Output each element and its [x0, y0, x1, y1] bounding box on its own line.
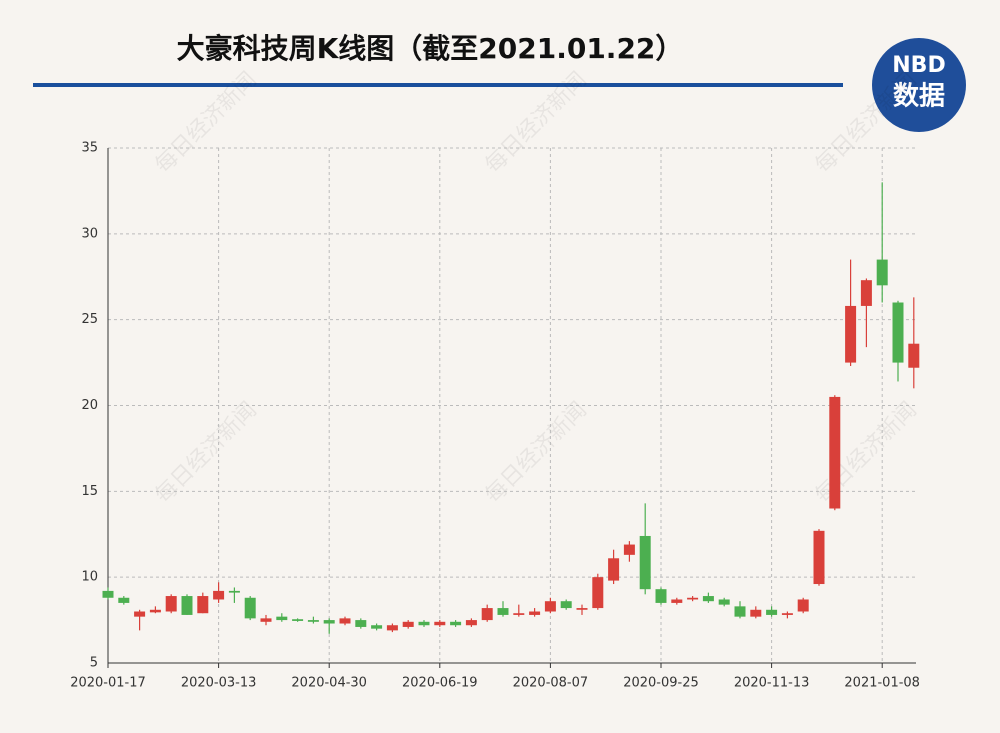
y-tick-label: 25	[81, 312, 98, 327]
candle-body	[639, 535, 651, 590]
y-tick-label: 30	[81, 226, 98, 241]
candle-body	[339, 618, 351, 624]
candle-body	[576, 608, 588, 610]
candle-body	[292, 619, 304, 621]
candle-body	[513, 613, 525, 615]
x-tick-label: 2020-06-19	[402, 676, 478, 691]
candle-body	[102, 590, 114, 598]
candle-body	[450, 621, 462, 626]
candle-body	[687, 597, 699, 600]
candle-body	[418, 621, 430, 626]
candle-body	[892, 302, 904, 363]
candle-body	[592, 577, 604, 609]
x-tick-label: 2020-03-13	[181, 676, 257, 691]
candle-body	[149, 609, 161, 613]
x-tick-label: 2020-01-17	[70, 676, 146, 691]
candle-body	[702, 596, 714, 602]
candle-body	[876, 259, 888, 286]
candle-body	[908, 343, 920, 368]
candle-body	[813, 530, 825, 585]
y-tick-label: 15	[81, 484, 98, 499]
candle-body	[434, 621, 446, 626]
y-tick-label: 20	[81, 398, 98, 413]
candle-body	[718, 599, 730, 605]
candle-body	[260, 618, 272, 622]
y-tick-label: 35	[81, 141, 98, 156]
y-tick-label: 10	[81, 570, 98, 585]
candle-body	[497, 608, 509, 615]
candle-body	[544, 601, 556, 612]
x-tick-label: 2020-09-25	[623, 676, 699, 691]
candle-body	[386, 625, 398, 631]
candle-body	[797, 599, 809, 612]
candle-body	[181, 596, 193, 615]
candle-body	[623, 544, 635, 555]
chart-title: 大豪科技周K线图（截至2021.01.22）	[177, 32, 684, 65]
logo-label: 数据	[893, 82, 945, 112]
candle-body	[244, 597, 256, 619]
candle-body	[750, 609, 762, 617]
candle-body	[323, 620, 335, 624]
candle-body	[228, 590, 240, 593]
candle-body	[481, 608, 493, 621]
candle-body	[197, 596, 209, 614]
candle-body	[671, 599, 683, 603]
candle-body	[766, 609, 778, 615]
candle-body	[655, 589, 667, 603]
candle-body	[608, 558, 620, 581]
candle-body	[734, 606, 746, 617]
candle-body	[276, 616, 288, 621]
logo-badge	[872, 38, 966, 132]
candle-body	[560, 601, 572, 609]
candle-body	[781, 613, 793, 615]
candle-body	[371, 625, 383, 629]
candle-body	[465, 620, 477, 626]
logo-brand: NBD	[892, 53, 945, 78]
candle-body	[355, 620, 367, 627]
candle-body	[860, 280, 872, 306]
candle-body	[165, 596, 177, 612]
x-tick-label: 2020-11-13	[734, 676, 810, 691]
x-tick-label: 2021-01-08	[844, 676, 920, 691]
x-tick-label: 2020-04-30	[291, 676, 367, 691]
candle-body	[134, 611, 146, 617]
candle-body	[118, 597, 130, 603]
candle-body	[307, 620, 319, 622]
candle-body	[402, 621, 414, 627]
candle-body	[213, 590, 225, 600]
candle-body	[845, 305, 857, 363]
candle-body	[529, 611, 541, 615]
title-rule	[33, 83, 843, 87]
candle-body	[829, 396, 841, 509]
y-tick-label: 5	[90, 656, 98, 671]
x-tick-label: 2020-08-07	[513, 676, 589, 691]
